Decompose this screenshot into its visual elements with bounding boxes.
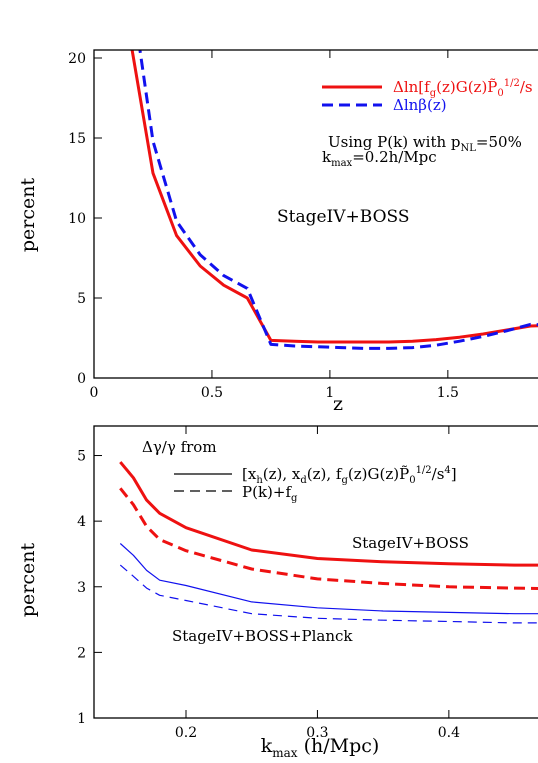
bottom-x-tick-label: 0.4: [438, 725, 460, 741]
bottom-legend-label-dashed: P(k)+fg: [242, 483, 298, 504]
top-x-tick-label: 1.5: [437, 385, 459, 401]
bottom-y-tick-label: 1: [77, 711, 86, 727]
bottom-series-line-2: [119, 543, 538, 615]
top-y-tick-label: 5: [77, 291, 86, 307]
top-y-tick-label: 0: [77, 371, 86, 387]
top-panel: 0 0.5 1 1.5 0 5 10 15 20 percent z Δln[fg(z)G(z)…: [17, 49, 538, 415]
top-plot-frame: [93, 49, 538, 379]
top-annotation-kmax: kmax=0.2h/Mpc: [322, 148, 437, 169]
top-x-tick-label: 0: [90, 385, 99, 401]
bottom-x-axis-label: kmax (h/Mpc): [261, 735, 380, 760]
bottom-x-tick-label: 0.3: [306, 725, 328, 741]
bottom-panel: 0.2 0.3 0.4 1 2 3 4 5 percent kmax (h/Mpc) Δγ/γ…: [17, 425, 538, 760]
top-axis-ticks: 0 0.5 1 1.5 0 5 10 15 20: [68, 50, 459, 401]
bottom-series-line-1: [119, 487, 538, 590]
top-y-tick-label: 20: [68, 51, 86, 67]
bottom-series-line-0: [119, 461, 538, 567]
bottom-y-tick-label: 4: [77, 514, 86, 530]
bottom-x-tick-label: 0.2: [175, 725, 197, 741]
top-series-line-0: [130, 50, 538, 344]
top-series-line-1: [138, 50, 538, 350]
bottom-plot-frame: [93, 425, 538, 719]
top-y-axis-label: percent: [17, 178, 39, 253]
bottom-legend-title: Δγ/γ from: [142, 438, 217, 456]
top-x-tick-label: 1: [325, 385, 334, 401]
top-annotation-using: Using P(k) with pNL=50%: [328, 133, 522, 154]
bottom-y-axis-label: percent: [17, 543, 39, 618]
top-x-axis-label: z: [333, 393, 343, 415]
bottom-y-tick-label: 3: [77, 580, 86, 596]
bottom-annotation-stage-planck: StageIV+BOSS+Planck: [172, 627, 353, 645]
top-annotation-stage: StageIV+BOSS: [277, 207, 410, 227]
top-y-tick-label: 15: [68, 131, 86, 147]
top-legend-label-blue: Δlnβ(z): [393, 96, 447, 114]
bottom-series-line-3: [119, 564, 538, 624]
bottom-data-lines: [119, 461, 538, 624]
top-x-tick-label: 0.5: [201, 385, 223, 401]
top-y-tick-label: 10: [68, 211, 86, 227]
top-data-lines: [130, 50, 538, 350]
top-legend-label-red: Δln[fg(z)G(z)P̃01/2/s: [393, 78, 533, 99]
bottom-y-tick-label: 2: [77, 645, 86, 661]
bottom-legend-label-solid: [xh(z), xd(z), fg(z)G(z)P̃01/2/s4]: [242, 465, 457, 486]
bottom-annotation-stage: StageIV+BOSS: [352, 534, 469, 552]
bottom-y-tick-label: 5: [77, 449, 86, 465]
bottom-axis-ticks: 0.2 0.3 0.4 1 2 3 4 5: [77, 426, 460, 741]
